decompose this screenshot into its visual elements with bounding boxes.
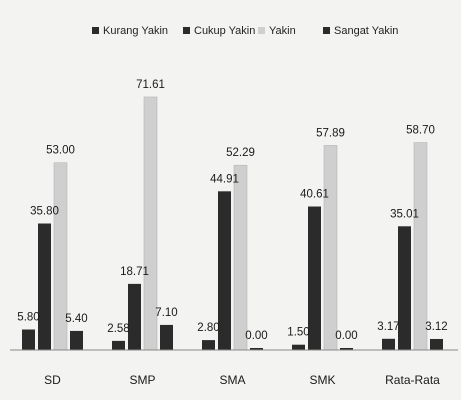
bar-smp-kurang-yakin — [112, 340, 125, 350]
data-label-rata-rata-kurang-yakin: 3.17 — [377, 321, 399, 333]
data-label-smp-sangat-yakin: 7.10 — [155, 307, 177, 319]
data-label-smk-sangat-yakin: 0.00 — [335, 330, 357, 342]
legend-swatch-sangat-yakin — [323, 27, 330, 34]
bar-smk-cukup-yakin — [308, 206, 321, 350]
bar-smk-kurang-yakin — [292, 344, 305, 350]
legend-label-cukup-yakin: Cukup Yakin — [194, 25, 255, 37]
category-label-sma: SMA — [219, 373, 245, 387]
data-label-sma-sangat-yakin: 0.00 — [245, 330, 267, 342]
bar-smk-yakin — [323, 145, 338, 351]
bar-sma-kurang-yakin — [202, 340, 215, 350]
data-label-rata-rata-sangat-yakin: 3.12 — [425, 321, 447, 333]
data-label-smp-kurang-yakin: 2.58 — [107, 323, 129, 335]
legend-label-kurang-yakin: Kurang Yakin — [103, 25, 168, 37]
data-label-smp-yakin: 71.61 — [136, 79, 165, 91]
legend-swatch-kurang-yakin — [92, 27, 99, 34]
bar-sma-yakin — [233, 164, 248, 351]
data-label-sd-yakin: 53.00 — [46, 145, 75, 157]
bar-sd-cukup-yakin — [38, 223, 51, 350]
data-label-smk-yakin: 57.89 — [316, 127, 345, 139]
legend-swatch-cukup-yakin — [183, 27, 190, 34]
data-label-rata-rata-yakin: 58.70 — [406, 125, 435, 137]
data-label-sma-kurang-yakin: 2.80 — [197, 322, 219, 334]
category-label-smp: SMP — [129, 373, 155, 387]
data-label-sma-cukup-yakin: 44.91 — [210, 173, 239, 185]
data-label-sd-sangat-yakin: 5.40 — [65, 313, 87, 325]
data-label-sma-yakin: 52.29 — [226, 147, 255, 159]
legend: Kurang Yakin Cukup Yakin Yakin Sangat Yakin — [92, 25, 398, 37]
bar-rata-rata-sangat-yakin — [430, 338, 443, 350]
data-labels: 5.80 35.80 53.00 5.40 2.58 18.71 71.61 7.10 2.80… — [17, 79, 447, 342]
data-label-smk-kurang-yakin: 1.50 — [287, 327, 309, 339]
data-label-smk-cukup-yakin: 40.61 — [300, 189, 329, 201]
data-label-rata-rata-cukup-yakin: 35.01 — [390, 208, 419, 220]
category-label-smk: SMK — [309, 373, 335, 387]
bar-sma-sangat-yakin — [250, 348, 263, 350]
data-label-smp-cukup-yakin: 18.71 — [120, 266, 149, 278]
data-label-sd-kurang-yakin: 5.80 — [17, 312, 39, 324]
bar-sd-sangat-yakin — [70, 330, 83, 350]
data-label-sd-cukup-yakin: 35.80 — [30, 206, 59, 218]
legend-swatch-yakin — [258, 27, 265, 34]
bar-smp-sangat-yakin — [160, 324, 173, 350]
bar-sd-kurang-yakin — [22, 329, 35, 350]
category-label-rata-rata: Rata-Rata — [385, 373, 440, 387]
category-labels: SD SMP SMA SMK Rata-Rata — [44, 373, 440, 387]
bars — [22, 96, 443, 351]
bar-rata-rata-yakin — [413, 142, 428, 351]
legend-label-yakin: Yakin — [269, 25, 296, 37]
bar-sma-cukup-yakin — [218, 191, 231, 350]
legend-label-sangat-yakin: Sangat Yakin — [334, 25, 398, 37]
category-label-sd: SD — [44, 373, 61, 387]
bar-rata-rata-cukup-yakin — [398, 226, 411, 350]
bar-rata-rata-kurang-yakin — [382, 338, 395, 350]
bar-smp-cukup-yakin — [128, 283, 141, 350]
bar-smk-sangat-yakin — [340, 348, 353, 350]
